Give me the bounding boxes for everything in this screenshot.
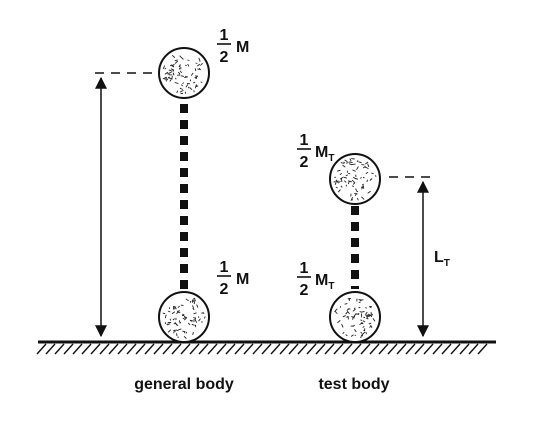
- svg-text:1: 1: [300, 132, 309, 149]
- ground: [36, 340, 496, 355]
- svg-text:MT: MT: [315, 272, 334, 292]
- general-body-bottom-mass-label: 1 2 M: [217, 259, 249, 298]
- test-body-height-label: LT: [434, 249, 450, 269]
- svg-text:2: 2: [300, 282, 309, 299]
- general-body-top-sphere: [158, 47, 210, 99]
- svg-text:1: 1: [220, 259, 229, 276]
- general-body: 1 2 M 1 2 M general body: [95, 27, 249, 393]
- test-body-top-mass-label: 1 2 MT: [297, 132, 334, 171]
- general-body-bottom-sphere: [158, 291, 210, 343]
- test-body-bottom-sphere: [329, 291, 381, 343]
- svg-text:2: 2: [220, 281, 229, 298]
- svg-text:2: 2: [300, 154, 309, 171]
- svg-text:M: M: [236, 39, 249, 56]
- svg-text:1: 1: [220, 27, 229, 44]
- test-body-caption: test body: [318, 376, 389, 393]
- test-body-bottom-mass-label: 1 2 MT: [297, 260, 334, 299]
- test-body: 1 2 MT 1 2 MT LT test body: [297, 132, 450, 393]
- test-body-top-sphere: [329, 153, 381, 205]
- svg-text:MT: MT: [315, 144, 334, 164]
- svg-text:M: M: [236, 271, 249, 288]
- general-body-caption: general body: [134, 376, 234, 393]
- svg-text:2: 2: [220, 49, 229, 66]
- general-body-top-mass-label: 1 2 M: [217, 27, 249, 66]
- svg-text:1: 1: [300, 260, 309, 277]
